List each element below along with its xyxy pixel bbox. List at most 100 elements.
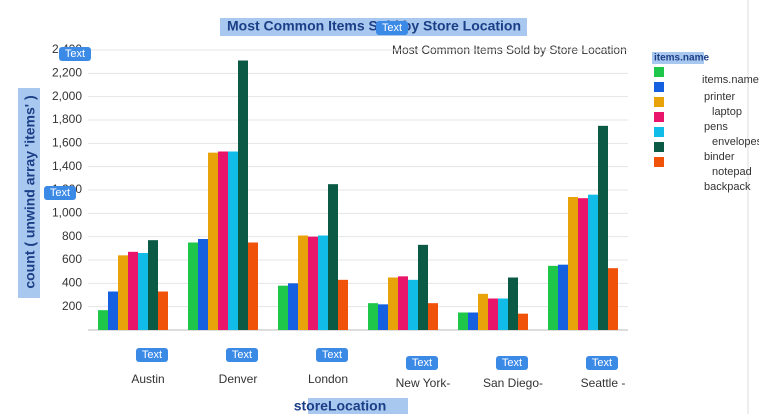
y-tick-label: 800	[62, 229, 82, 243]
bar	[308, 236, 318, 330]
bar	[598, 125, 608, 330]
editor-badge	[226, 348, 258, 362]
bar	[138, 253, 148, 330]
legend-label: backpack	[704, 181, 751, 193]
editor-badge-text: Text	[322, 349, 342, 361]
bar	[228, 151, 238, 330]
bar	[548, 265, 558, 330]
legend-swatch	[654, 82, 664, 92]
editor-badge	[586, 356, 618, 370]
x-tick-label: Seattle -	[581, 376, 626, 390]
editor-badge	[376, 21, 408, 35]
y-tick-label: 1,400	[52, 159, 82, 173]
legend-title: items.name	[654, 53, 709, 64]
editor-badge-text: Text	[502, 357, 522, 369]
bar	[288, 283, 298, 330]
editor-badge	[496, 356, 528, 370]
x-tick-label: San Diego-	[483, 376, 543, 390]
bar	[298, 235, 308, 330]
legend-title-copy: items.name	[702, 74, 759, 86]
legend-title-highlight	[652, 52, 704, 64]
legend-label: envelopes	[712, 136, 759, 148]
legend-label: laptop	[712, 106, 742, 118]
bar	[108, 291, 118, 330]
y-tick-label: 600	[62, 252, 82, 266]
editor-badge-text: Text	[232, 349, 252, 361]
legend-swatch	[654, 112, 664, 122]
y-tick-label: 200	[62, 299, 82, 313]
bar	[488, 298, 498, 330]
y-tick-label: 400	[62, 276, 82, 290]
bar	[568, 197, 578, 330]
legend-swatch	[654, 157, 664, 167]
bar	[188, 242, 198, 330]
bar	[318, 235, 328, 330]
bar	[558, 264, 568, 330]
bar	[118, 255, 128, 330]
y-tick-label: 1,600	[52, 136, 82, 150]
bar	[328, 184, 338, 330]
bar	[428, 303, 438, 330]
bar	[388, 277, 398, 330]
editor-badge-text: Text	[382, 22, 402, 34]
legend-label: pens	[704, 121, 728, 133]
bar	[248, 242, 258, 330]
bar	[218, 151, 228, 330]
legend-swatch	[654, 97, 664, 107]
legend-swatch	[654, 127, 664, 137]
bar	[198, 239, 208, 330]
title-highlight	[220, 18, 527, 36]
y-tick-label: 1,000	[52, 206, 82, 220]
legend-swatch	[654, 142, 664, 152]
legend-label: printer	[704, 91, 736, 103]
chart-title: Most Common Items Sold by Store Location	[227, 18, 521, 34]
editor-badge-text: Text	[65, 48, 85, 60]
bar	[458, 312, 468, 330]
x-tick-label: New York-	[396, 376, 451, 390]
bar	[398, 276, 408, 330]
bar	[98, 310, 108, 330]
legend-label: binder	[704, 151, 735, 163]
legend-label: notepad	[712, 166, 752, 178]
bar	[378, 304, 388, 330]
bar	[498, 298, 508, 330]
x-tick-label: London	[308, 372, 348, 386]
y-label-highlight	[18, 88, 40, 298]
y-tick-label: 2,200	[52, 66, 82, 80]
bar	[208, 152, 218, 330]
bar	[468, 312, 478, 330]
editor-badge	[136, 348, 168, 362]
bar	[418, 244, 428, 330]
editor-badge-text: Text	[592, 357, 612, 369]
bar	[578, 198, 588, 330]
bar	[478, 293, 488, 330]
bar	[128, 251, 138, 330]
editor-badge	[44, 186, 76, 200]
legend-swatch	[654, 67, 664, 77]
bar	[148, 240, 158, 330]
bar	[368, 303, 378, 330]
editor-badge-text: Text	[142, 349, 162, 361]
y-tick-label: 1,800	[52, 112, 82, 126]
bar	[608, 268, 618, 330]
editor-badge	[316, 348, 348, 362]
bar	[238, 60, 248, 330]
bar	[518, 313, 528, 330]
bar	[338, 279, 348, 330]
editor-badge	[406, 356, 438, 370]
x-label-highlight	[308, 398, 408, 414]
y-axis-label: count ( unwind array 'items' )	[22, 95, 38, 288]
bar	[158, 291, 168, 330]
x-tick-label: Austin	[131, 372, 164, 386]
bar	[408, 279, 418, 330]
y-tick-label: 2,000	[52, 89, 82, 103]
editor-badge	[59, 47, 91, 61]
editor-badge-text: Text	[50, 187, 70, 199]
bar	[278, 285, 288, 330]
editor-badge-text: Text	[412, 357, 432, 369]
bar	[508, 277, 518, 330]
bar	[588, 194, 598, 330]
x-tick-label: Denver	[219, 372, 258, 386]
